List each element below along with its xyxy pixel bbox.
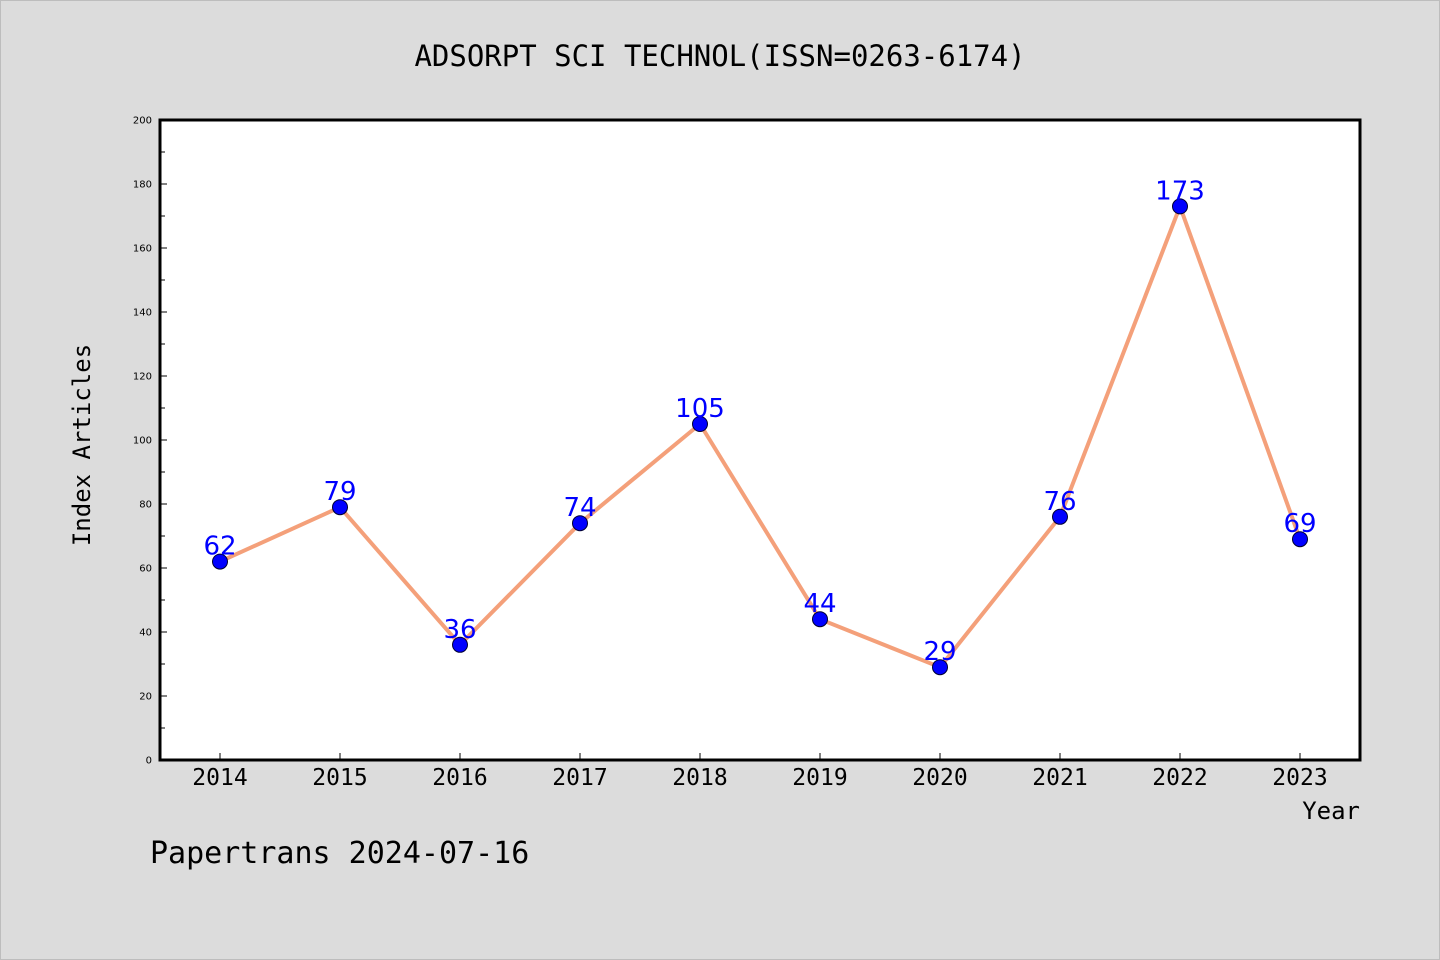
data-point bbox=[1292, 531, 1308, 548]
data-point bbox=[812, 611, 828, 628]
y-tick-label: 0 bbox=[146, 756, 152, 767]
y-tick-label: 100 bbox=[133, 436, 152, 447]
y-tick-label: 120 bbox=[133, 372, 152, 383]
series-layer bbox=[212, 198, 1308, 676]
x-axis: 2014 2015 2016 2017 2018 2019 2020 2021 2022 2023 bbox=[192, 753, 1328, 791]
y-tick-label: 60 bbox=[139, 564, 152, 575]
y-tick-label: 140 bbox=[133, 308, 152, 319]
y-tick-label: 160 bbox=[133, 244, 152, 255]
series-line bbox=[218, 204, 1302, 670]
data-point bbox=[332, 499, 348, 516]
data-label: 105 bbox=[675, 394, 725, 424]
data-point bbox=[452, 636, 468, 653]
x-tick-label: 2018 bbox=[672, 765, 727, 791]
data-point bbox=[212, 553, 228, 570]
data-point bbox=[572, 515, 588, 532]
x-tick-label: 2017 bbox=[552, 765, 607, 791]
data-labels: 62 79 36 74 105 44 29 76 173 69 bbox=[203, 176, 1316, 667]
data-point bbox=[692, 416, 708, 432]
data-point bbox=[1052, 508, 1068, 525]
x-tick-label: 2023 bbox=[1272, 765, 1327, 791]
y-axis-title: Index Articles bbox=[68, 344, 96, 546]
chart-title: ADSORPT SCI TECHNOL(ISSN=0263-6174) bbox=[414, 39, 1025, 73]
x-tick-label: 2019 bbox=[792, 765, 847, 791]
data-label: 173 bbox=[1155, 176, 1205, 206]
data-label: 44 bbox=[803, 589, 836, 619]
x-axis-title: Year bbox=[1302, 797, 1360, 825]
plot-area bbox=[160, 120, 1360, 760]
data-label: 62 bbox=[203, 532, 236, 562]
data-point bbox=[1172, 198, 1188, 215]
y-tick-label: 40 bbox=[139, 628, 152, 639]
x-tick-label: 2022 bbox=[1152, 765, 1207, 791]
x-tick-label: 2021 bbox=[1032, 765, 1087, 791]
data-label: 29 bbox=[923, 637, 956, 667]
x-tick-label: 2020 bbox=[912, 765, 967, 791]
data-label: 76 bbox=[1043, 487, 1076, 517]
data-label: 69 bbox=[1283, 509, 1316, 539]
data-label: 79 bbox=[323, 477, 356, 507]
y-tick-label: 20 bbox=[139, 692, 152, 703]
y-tick-label: 80 bbox=[139, 500, 152, 511]
data-label: 36 bbox=[443, 615, 476, 645]
data-point bbox=[932, 659, 948, 676]
x-tick-label: 2016 bbox=[432, 765, 487, 791]
x-tick-label: 2015 bbox=[312, 765, 367, 791]
y-axis: 0 20 40 60 80 100 120 140 160 180 200 bbox=[133, 116, 167, 767]
y-tick-label: 180 bbox=[133, 180, 152, 191]
data-label: 74 bbox=[563, 493, 596, 523]
footer-credit: Papertrans 2024-07-16 bbox=[150, 836, 529, 871]
plot-frame bbox=[158, 118, 1362, 762]
y-tick-label: 200 bbox=[133, 116, 152, 127]
x-tick-label: 2014 bbox=[192, 765, 247, 791]
